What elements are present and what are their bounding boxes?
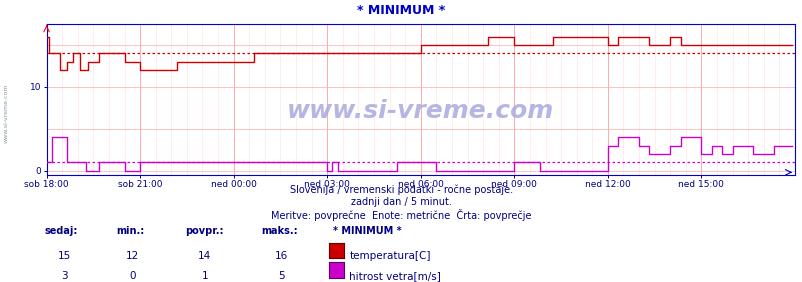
Text: www.si-vreme.com: www.si-vreme.com [4, 83, 9, 142]
Text: 0: 0 [129, 271, 136, 281]
Text: sedaj:: sedaj: [44, 226, 78, 235]
Text: 5: 5 [277, 271, 284, 281]
Text: 1: 1 [201, 271, 208, 281]
Text: www.si-vreme.com: www.si-vreme.com [287, 100, 553, 124]
Text: temperatura[C]: temperatura[C] [349, 251, 430, 261]
Text: 16: 16 [274, 251, 287, 261]
Text: * MINIMUM *: * MINIMUM * [333, 226, 401, 235]
Text: povpr.:: povpr.: [184, 226, 223, 235]
Text: Slovenija / vremenski podatki - ročne postaje.: Slovenija / vremenski podatki - ročne po… [290, 185, 512, 195]
Text: * MINIMUM *: * MINIMUM * [357, 4, 445, 17]
Text: hitrost vetra[m/s]: hitrost vetra[m/s] [349, 271, 440, 281]
Text: 15: 15 [58, 251, 71, 261]
Text: zadnji dan / 5 minut.: zadnji dan / 5 minut. [350, 197, 452, 207]
Text: 3: 3 [61, 271, 67, 281]
Text: Meritve: povprečne  Enote: metrične  Črta: povprečje: Meritve: povprečne Enote: metrične Črta:… [271, 209, 531, 221]
Text: min.:: min.: [116, 226, 144, 235]
Text: maks.:: maks.: [261, 226, 298, 235]
Text: 14: 14 [198, 251, 211, 261]
Text: 12: 12 [126, 251, 139, 261]
